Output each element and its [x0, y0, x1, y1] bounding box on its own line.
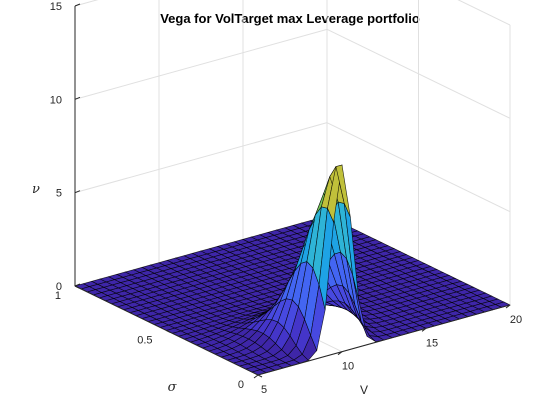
grid-line: [457, 0, 511, 26]
y-tick-mark: [257, 374, 263, 378]
y-tick-label: 1: [55, 290, 61, 302]
grid-line: [326, 28, 511, 119]
x-tick-label: 20: [510, 314, 522, 326]
grid-line: [74, 28, 328, 100]
y-axis-label: σ: [168, 380, 178, 395]
y-tick-mark: [166, 330, 171, 333]
grid-line: [74, 122, 328, 194]
vega-surface: [74, 164, 511, 376]
z-tick-label: 0: [56, 281, 62, 293]
chart-title: Vega for VolTarget max Leverage portfoli…: [160, 11, 420, 26]
grid-line: [74, 0, 99, 7]
axes-lines: [74, 3, 511, 379]
grid-line: [326, 122, 511, 213]
x-tick-mark: [421, 327, 427, 332]
x-tick-mark: [337, 351, 343, 356]
z-tick-mark: [74, 283, 81, 287]
x-axis-label: V: [360, 383, 368, 397]
z-tick-label: 10: [50, 94, 62, 106]
z-tick-mark: [74, 96, 81, 100]
x-tick-label: 15: [426, 337, 438, 349]
x-tick-label: 5: [261, 384, 267, 396]
z-tick-mark: [74, 3, 81, 7]
x-tick-mark: [505, 304, 511, 309]
z-tick-mark: [74, 190, 81, 194]
y-tick-mark: [74, 285, 80, 289]
x-axis-line: [257, 304, 511, 376]
x-tick-label: 10: [342, 361, 354, 373]
z-tick-label: 15: [50, 1, 62, 13]
y-tick-label: 0.5: [137, 335, 152, 347]
z-tick-label: 5: [56, 188, 62, 200]
y-tick-label: 0: [238, 379, 244, 391]
z-axis-label: ν: [32, 182, 40, 197]
x-tick-mark: [253, 374, 259, 379]
